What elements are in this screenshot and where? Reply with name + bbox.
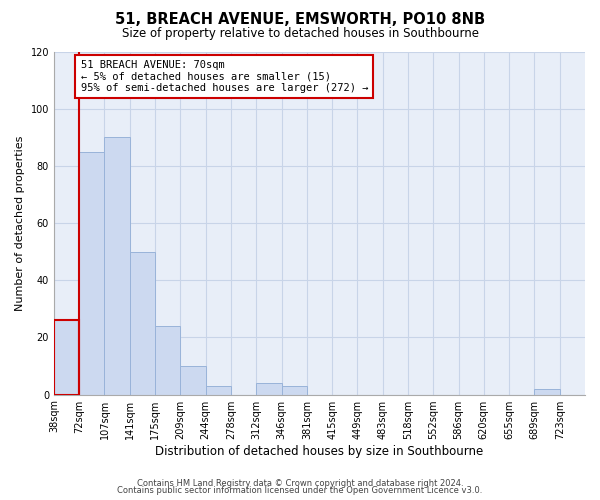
Bar bbox=[130, 252, 155, 394]
X-axis label: Distribution of detached houses by size in Southbourne: Distribution of detached houses by size … bbox=[155, 444, 484, 458]
Bar bbox=[79, 152, 104, 394]
Bar bbox=[535, 389, 560, 394]
Bar bbox=[206, 386, 231, 394]
Bar bbox=[181, 366, 206, 394]
Y-axis label: Number of detached properties: Number of detached properties bbox=[15, 136, 25, 310]
Text: Size of property relative to detached houses in Southbourne: Size of property relative to detached ho… bbox=[121, 28, 479, 40]
Text: Contains HM Land Registry data © Crown copyright and database right 2024.: Contains HM Land Registry data © Crown c… bbox=[137, 478, 463, 488]
Bar bbox=[155, 326, 181, 394]
Bar bbox=[281, 386, 307, 394]
Text: 51, BREACH AVENUE, EMSWORTH, PO10 8NB: 51, BREACH AVENUE, EMSWORTH, PO10 8NB bbox=[115, 12, 485, 28]
Text: Contains public sector information licensed under the Open Government Licence v3: Contains public sector information licen… bbox=[118, 486, 482, 495]
Text: 51 BREACH AVENUE: 70sqm
← 5% of detached houses are smaller (15)
95% of semi-det: 51 BREACH AVENUE: 70sqm ← 5% of detached… bbox=[80, 60, 368, 94]
Bar bbox=[256, 383, 281, 394]
Bar bbox=[54, 320, 79, 394]
Bar bbox=[104, 138, 130, 394]
Bar bbox=[54, 320, 79, 394]
